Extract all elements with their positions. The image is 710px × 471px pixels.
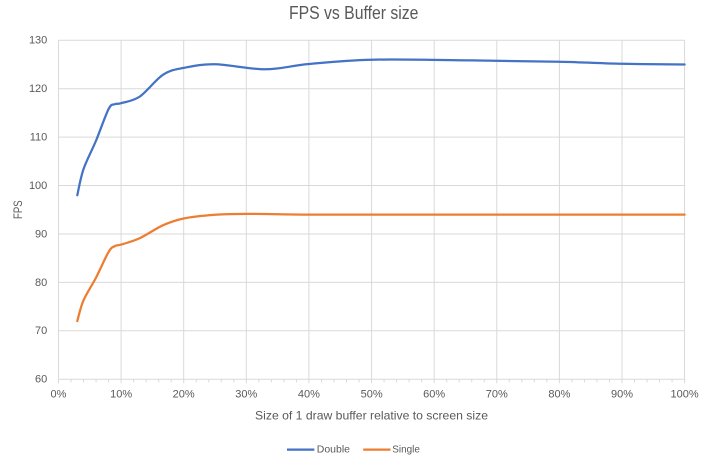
svg-text:130: 130 <box>29 35 47 47</box>
svg-text:60%: 60% <box>423 388 445 400</box>
svg-text:120: 120 <box>29 83 47 95</box>
svg-text:90%: 90% <box>611 388 633 400</box>
svg-text:20%: 20% <box>173 388 195 400</box>
svg-text:Size of 1 draw buffer relative: Size of 1 draw buffer relative to screen… <box>255 409 488 423</box>
svg-text:70: 70 <box>35 325 47 337</box>
svg-text:80: 80 <box>35 277 47 289</box>
svg-text:40%: 40% <box>298 388 320 400</box>
svg-text:100: 100 <box>29 180 47 192</box>
svg-text:110: 110 <box>30 132 48 144</box>
svg-text:100%: 100% <box>671 388 699 400</box>
svg-text:0%: 0% <box>51 388 67 400</box>
svg-text:90: 90 <box>35 228 47 240</box>
svg-text:30%: 30% <box>235 388 257 400</box>
svg-text:70%: 70% <box>486 388 508 400</box>
svg-text:FPS: FPS <box>11 200 25 219</box>
svg-text:80%: 80% <box>548 388 570 400</box>
svg-text:Double: Double <box>317 443 350 455</box>
svg-text:50%: 50% <box>361 388 383 400</box>
svg-text:FPS vs Buffer size: FPS vs Buffer size <box>289 3 419 23</box>
svg-text:Single: Single <box>392 443 420 455</box>
svg-text:60: 60 <box>35 374 47 386</box>
svg-text:10%: 10% <box>110 388 132 400</box>
